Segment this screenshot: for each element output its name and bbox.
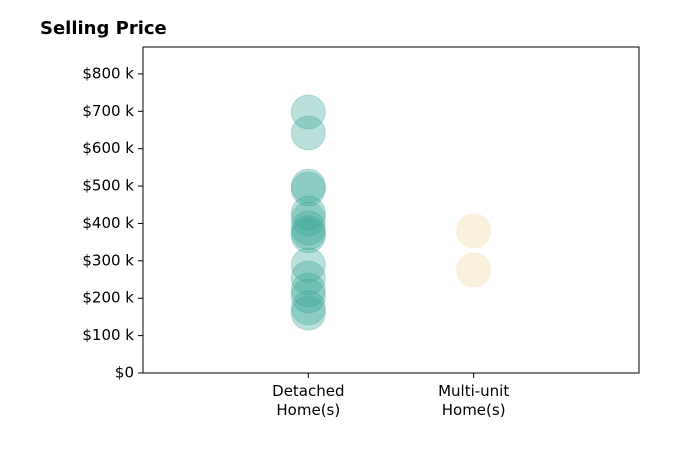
point — [456, 213, 492, 249]
x-tick-label: Detached Home(s) — [272, 382, 345, 419]
y-tick-label: $600 k — [82, 139, 134, 157]
point — [290, 171, 326, 207]
point — [290, 94, 326, 130]
x-tick-label: Multi-unit Home(s) — [438, 382, 510, 419]
y-tick-label: $100 k — [82, 326, 134, 344]
point — [290, 247, 326, 283]
y-tick-label: $0 — [115, 364, 134, 382]
point — [290, 215, 326, 251]
point — [290, 260, 326, 296]
point — [290, 195, 326, 231]
y-tick-label: $700 k — [82, 102, 134, 120]
y-tick-label: $800 k — [82, 64, 134, 82]
point — [290, 210, 326, 246]
point — [290, 218, 326, 254]
point — [290, 295, 326, 331]
point — [290, 201, 326, 237]
point — [290, 272, 326, 308]
point — [456, 252, 492, 288]
point — [290, 290, 326, 326]
y-tick-label: $200 k — [82, 289, 134, 307]
point — [290, 168, 326, 204]
point — [290, 115, 326, 151]
plot-frame — [142, 46, 640, 374]
chart-title: Selling Price — [40, 18, 167, 39]
y-tick-label: $300 k — [82, 251, 134, 269]
y-tick-label: $500 k — [82, 177, 134, 195]
y-tick-label: $400 k — [82, 214, 134, 232]
point — [290, 278, 326, 314]
